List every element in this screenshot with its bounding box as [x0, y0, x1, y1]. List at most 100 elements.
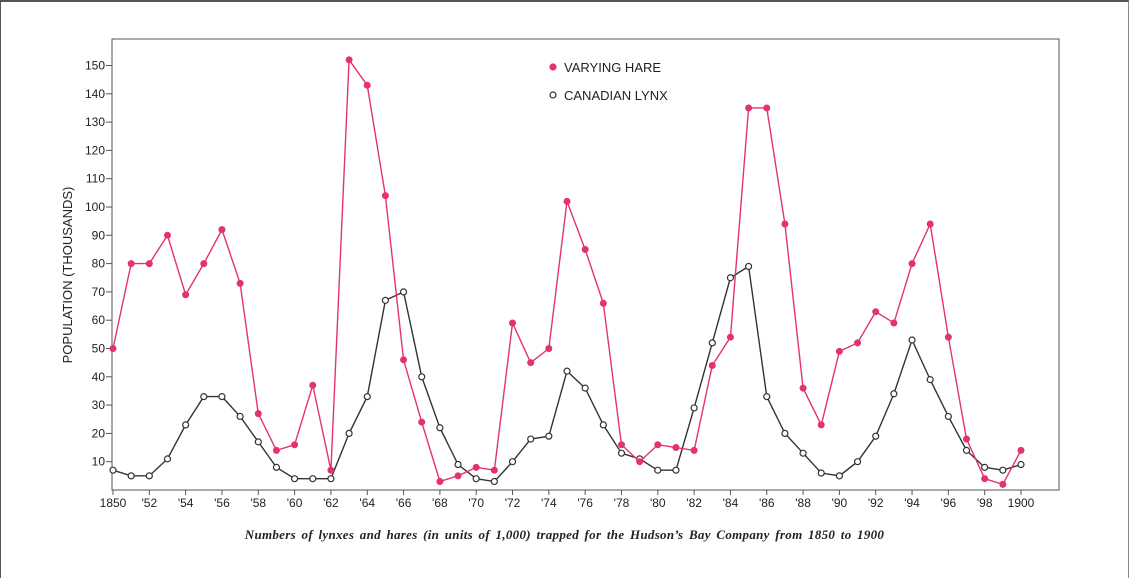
data-point [127, 260, 135, 268]
x-tick-label: '98 [977, 496, 993, 510]
y-tick-label: 150 [85, 59, 105, 73]
y-tick-label: 50 [92, 342, 106, 356]
figure-caption: Numbers of lynxes and hares (in units of… [244, 527, 885, 542]
data-point [127, 472, 135, 480]
series-line [112, 57, 1022, 486]
data-point [672, 466, 680, 474]
data-point [545, 344, 553, 352]
data-point [527, 435, 535, 443]
data-point [781, 220, 789, 228]
data-point [454, 460, 462, 469]
data-point [835, 472, 844, 480]
data-point [799, 449, 807, 457]
data-point [763, 393, 771, 401]
data-point [617, 449, 626, 457]
x-tick-label: '82 [686, 496, 702, 510]
x-tick-label: '52 [141, 496, 157, 510]
x-tick-label: '58 [250, 496, 266, 510]
data-point [472, 475, 480, 483]
x-tick-label: '68 [432, 496, 448, 510]
data-point [345, 429, 353, 437]
y-tick-label: 120 [85, 143, 105, 157]
data-point [817, 421, 825, 429]
data-point [381, 192, 389, 200]
data-point [363, 393, 371, 401]
y-tick-label: 100 [85, 200, 105, 214]
x-tick-label: '94 [904, 496, 920, 510]
x-tick-label: 1900 [1008, 496, 1035, 510]
data-point [926, 220, 934, 228]
data-point [781, 429, 789, 437]
data-point [163, 231, 171, 239]
data-point [617, 441, 625, 449]
data-point [327, 466, 335, 474]
data-point [291, 475, 299, 483]
y-tick-label: 40 [92, 370, 106, 384]
data-point [236, 412, 244, 421]
data-point [872, 432, 880, 440]
y-tick-label: 70 [92, 285, 106, 299]
legend-label: CANADIAN LYNX [564, 88, 668, 103]
data-point [726, 274, 735, 282]
data-point [908, 260, 916, 268]
data-point [509, 319, 517, 327]
y-tick-label: 80 [92, 257, 106, 271]
data-point [218, 226, 226, 234]
data-point [981, 475, 989, 483]
data-point [236, 279, 244, 287]
data-point [999, 466, 1007, 474]
data-point [708, 339, 716, 347]
data-point [708, 361, 716, 369]
data-point [109, 466, 117, 474]
data-point [636, 458, 644, 466]
y-tick-label: 110 [86, 172, 105, 186]
data-point [817, 469, 825, 477]
data-point [454, 472, 462, 480]
data-point [254, 438, 262, 446]
data-point [654, 441, 662, 449]
data-point [926, 376, 934, 384]
data-point [363, 81, 371, 89]
data-point [745, 104, 753, 112]
x-tick-label: '66 [396, 496, 412, 510]
x-tick-label: '84 [723, 496, 739, 510]
y-tick-label: 60 [92, 313, 106, 327]
data-point [854, 339, 862, 347]
legend-marker [549, 91, 557, 99]
data-point [254, 410, 262, 418]
data-point [327, 475, 335, 483]
data-point [581, 245, 589, 253]
data-point [182, 291, 190, 299]
data-point [563, 367, 571, 375]
x-tick-label: '86 [759, 496, 775, 510]
data-point [563, 197, 571, 205]
chart-legend: VARYING HARE CANADIAN LYNX [549, 60, 668, 103]
data-point [490, 466, 498, 474]
data-point [291, 441, 299, 449]
y-tick-label: 10 [92, 455, 106, 469]
data-point [726, 333, 734, 341]
data-point [890, 390, 898, 398]
data-point [545, 432, 553, 440]
data-point [472, 463, 480, 471]
data-point [400, 356, 408, 364]
x-tick-label: '96 [941, 496, 957, 510]
data-point [835, 347, 843, 355]
data-point [345, 56, 353, 64]
data-point [1017, 446, 1025, 454]
data-point [944, 412, 952, 421]
data-point [182, 421, 190, 429]
data-point [799, 384, 807, 392]
x-tick-label: '74 [541, 496, 557, 510]
data-point [418, 373, 426, 381]
x-tick-label: '88 [795, 496, 811, 510]
data-point [418, 418, 426, 426]
data-point [399, 288, 408, 296]
data-point [981, 463, 989, 471]
x-tick-label: '80 [650, 496, 666, 510]
legend-label: VARYING HARE [564, 60, 661, 75]
data-point [962, 446, 971, 454]
data-point [309, 381, 317, 389]
plot-frame [111, 38, 1060, 491]
data-point [599, 299, 607, 307]
